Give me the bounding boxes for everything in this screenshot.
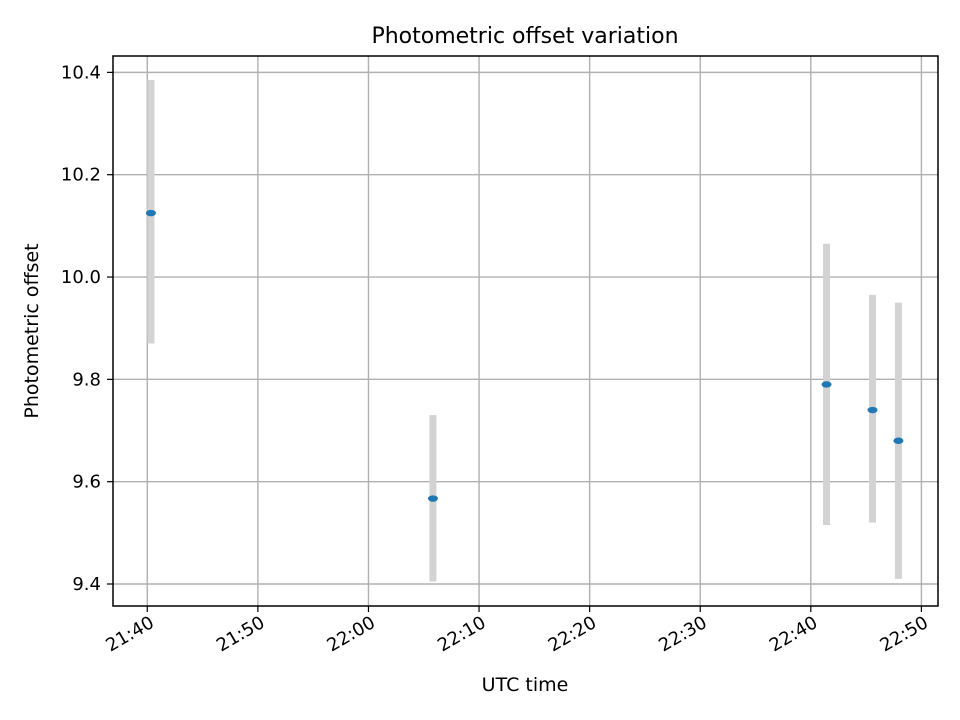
x-tick-label: 22:30 <box>655 612 710 656</box>
errorbars <box>147 80 902 582</box>
y-axis: 9.4 9.6 9.8 10.0 10.2 10.4 <box>61 62 113 595</box>
x-axis: 21:40 21:50 22:00 22:10 22:20 22:30 22:40 22:50 <box>102 606 932 656</box>
x-tick-label: 21:40 <box>102 612 157 656</box>
y-axis-label: Photometric offset <box>21 243 43 418</box>
x-tick-label: 22:20 <box>545 612 600 656</box>
plot-frame <box>112 55 939 607</box>
x-axis-label: UTC time <box>482 674 569 696</box>
data-point <box>867 406 878 414</box>
markers <box>145 209 904 502</box>
data-point <box>145 209 156 217</box>
x-tick-label: 22:10 <box>434 612 489 656</box>
y-tick-label: 9.6 <box>72 472 101 493</box>
data-point <box>893 437 904 444</box>
y-tick-label: 9.4 <box>72 574 101 595</box>
y-tick-label: 10.2 <box>61 165 101 186</box>
x-tick-label: 22:00 <box>324 612 379 656</box>
x-tick-label: 22:50 <box>876 612 931 656</box>
chart-title: Photometric offset variation <box>371 24 678 49</box>
x-tick-label: 21:50 <box>213 612 268 656</box>
data-point <box>427 495 438 502</box>
grid <box>113 56 938 606</box>
y-tick-label: 10.4 <box>61 62 101 83</box>
x-tick-label: 22:40 <box>766 612 821 656</box>
data-point <box>821 381 832 388</box>
y-tick-label: 10.0 <box>61 267 101 288</box>
y-tick-label: 9.8 <box>72 369 101 390</box>
